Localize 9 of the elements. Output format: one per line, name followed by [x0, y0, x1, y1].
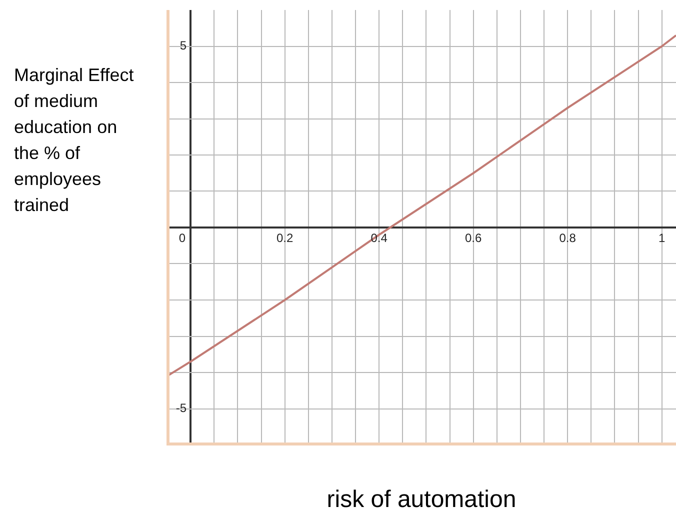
y-tick-label: 5: [180, 38, 187, 53]
x-tick-label: 0: [178, 230, 186, 245]
x-tick-label: 0.8: [559, 230, 576, 245]
x-axis-title: risk of automation: [326, 486, 518, 514]
x-tick-label: 0.6: [465, 230, 482, 245]
y-axis-title: Marginal Effect of medium education on the % of employees trained: [14, 64, 134, 217]
x-tick-label: 1: [658, 230, 666, 245]
y-tick-label: -5: [176, 401, 187, 416]
x-tick-label: 0.2: [276, 230, 294, 245]
